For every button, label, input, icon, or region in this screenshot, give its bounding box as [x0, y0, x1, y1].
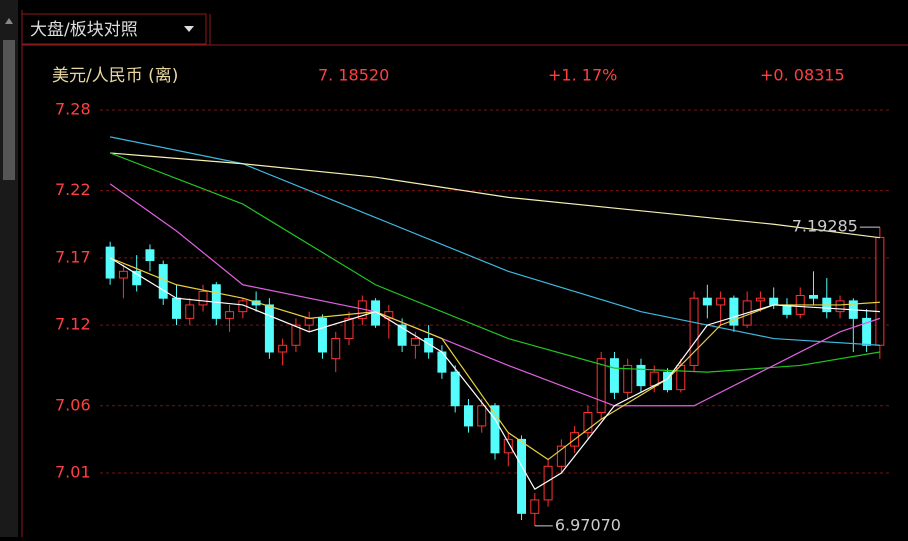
ma-line [109, 152, 880, 373]
symbol: 美元/人民币 (离) [52, 66, 178, 86]
candle-body [463, 405, 473, 427]
candle-body [264, 304, 274, 353]
candle-body [716, 297, 726, 306]
candle-body [225, 311, 235, 319]
candle-body [702, 297, 712, 306]
candle-body [331, 338, 341, 360]
candle-body [769, 297, 779, 306]
candle-body [583, 411, 593, 434]
ma-line [110, 152, 880, 239]
tab[interactable] [21, 13, 207, 45]
candle-body [596, 358, 606, 413]
candle-body [397, 324, 407, 346]
change-pct: +1. 17% [548, 66, 617, 85]
candle-body [118, 270, 128, 279]
candle-body [517, 438, 527, 514]
candle-body [530, 499, 540, 514]
annotation-label: 7.19285 [792, 217, 858, 236]
candle-body [304, 317, 314, 326]
ma-line [109, 257, 880, 461]
y-tick-label: 7.22 [55, 180, 91, 199]
candle-body [490, 405, 500, 454]
ma-line [109, 257, 880, 490]
candle-body [105, 246, 115, 279]
candle-body [503, 438, 513, 454]
candle-body [132, 270, 142, 286]
candle-body [424, 338, 434, 353]
candle-body [158, 264, 168, 299]
candle-body [755, 297, 765, 302]
ma-line [110, 136, 880, 346]
candle-body [344, 317, 354, 340]
candle-body [875, 236, 885, 346]
y-tick-label: 7.06 [55, 395, 91, 414]
ma-line [109, 183, 881, 407]
y-tick-label: 7.01 [55, 462, 91, 481]
candle-body [291, 324, 301, 346]
candle-body [809, 295, 818, 299]
dropdown-arrow[interactable] [184, 26, 194, 32]
tab-label[interactable]: 大盘/板块对照 [30, 20, 138, 40]
candle-body [623, 364, 633, 393]
candle-body [636, 364, 646, 387]
candle-body [862, 317, 872, 346]
candle-body [477, 405, 487, 427]
scroll-up[interactable] [5, 18, 13, 24]
y-tick-label: 7.28 [55, 99, 91, 118]
candle-body [729, 297, 739, 326]
y-tick-label: 7.12 [55, 315, 91, 334]
scroll-thumb [3, 40, 15, 180]
change: +0. 08315 [760, 66, 845, 85]
candle-body [609, 358, 619, 393]
candle-body [410, 338, 420, 346]
candle-body [317, 317, 327, 353]
candle-body [172, 297, 181, 319]
price: 7. 18520 [318, 66, 389, 85]
candle-body [450, 371, 460, 407]
candle-body [198, 290, 208, 306]
candle-body [556, 445, 566, 467]
candle-body [835, 300, 845, 313]
y-tick-label: 7.17 [55, 247, 91, 266]
candle-body [185, 304, 195, 319]
candle-body [278, 344, 288, 353]
annotation-label: 6.97070 [555, 515, 621, 534]
candle-body [145, 249, 155, 262]
candle-body [689, 297, 699, 366]
